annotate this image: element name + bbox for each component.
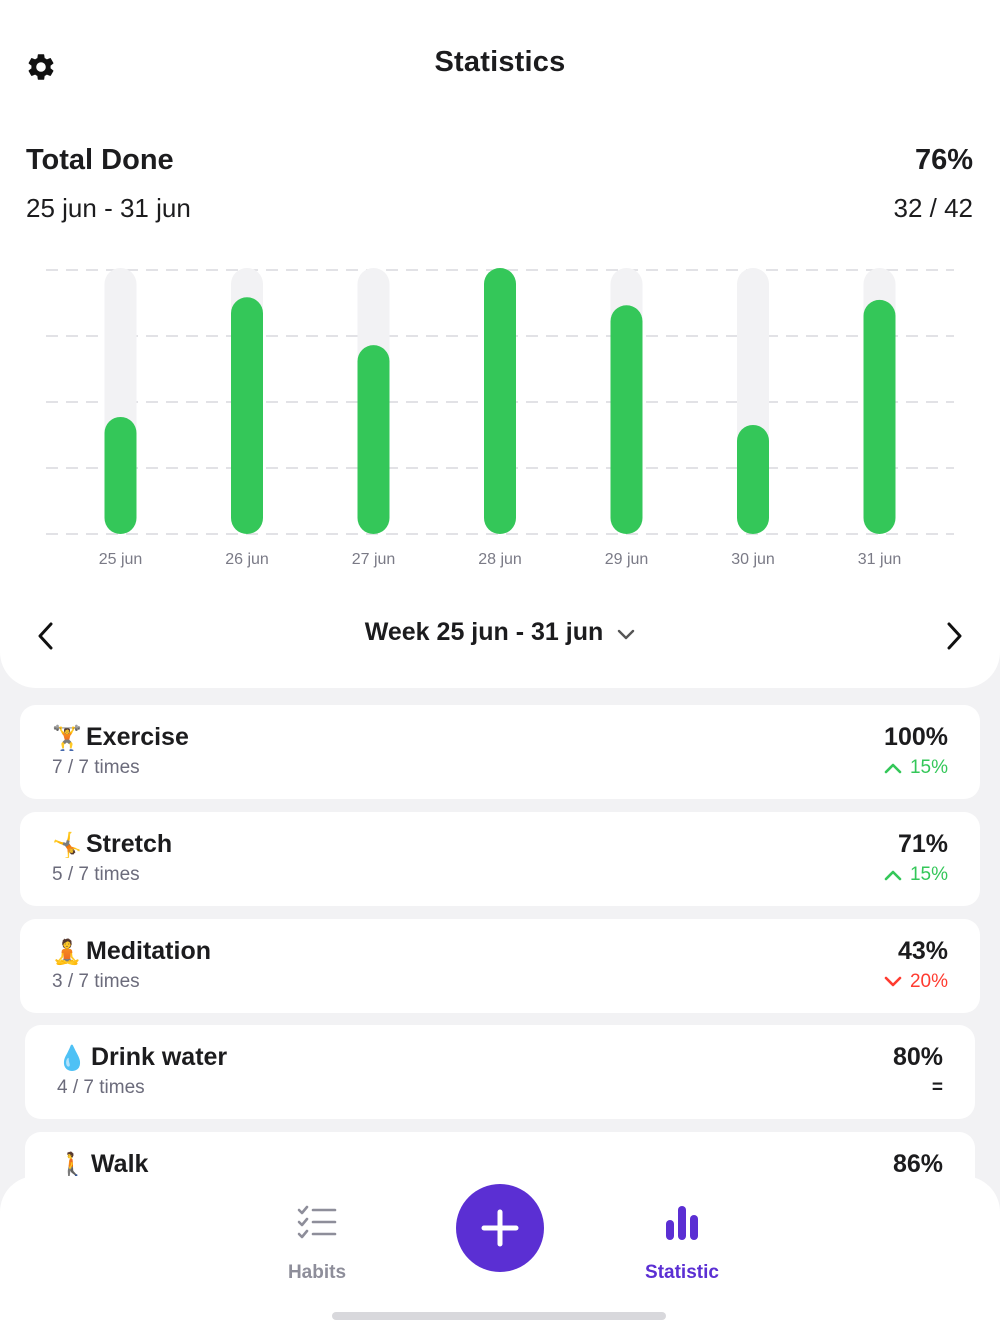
habit-trend: 15% xyxy=(884,864,948,886)
habit-name: Walk xyxy=(91,1150,149,1178)
summary-left: Total Done 25 jun - 31 jun xyxy=(26,144,191,224)
statistics-panel: Statistics Total Done 25 jun - 31 jun 76… xyxy=(0,0,1000,688)
arrow-up-icon xyxy=(884,870,902,881)
chevron-left-icon xyxy=(38,622,53,650)
x-tick-label: 28 jun xyxy=(478,551,522,568)
habit-change: 15% xyxy=(909,864,948,885)
habit-name-row: 🤸 Stretch xyxy=(52,830,172,859)
add-habit-button[interactable] xyxy=(456,1184,544,1272)
header: Statistics xyxy=(0,0,1000,130)
habit-times: 5 / 7 times xyxy=(52,864,140,885)
bar-4 xyxy=(610,305,643,534)
chevron-right-icon xyxy=(947,622,962,650)
habit-emoji-icon: 🧘 xyxy=(52,937,82,966)
bar-0 xyxy=(104,416,137,534)
x-tick-label: 30 jun xyxy=(731,551,775,568)
habit-name-row: 🏋 Exercise xyxy=(52,723,189,752)
page-title: Statistics xyxy=(434,46,566,78)
habit-trend: = xyxy=(932,1077,943,1099)
next-week-button[interactable] xyxy=(934,616,974,656)
tab-statistic[interactable]: Statistic xyxy=(602,1202,762,1284)
habit-card-1[interactable]: 🤸 Stretch 5 / 7 times 71% 15% xyxy=(20,812,980,906)
week-dropdown[interactable]: Week 25 jun - 31 jun xyxy=(0,618,1000,648)
x-tick-label: 25 jun xyxy=(99,551,143,568)
habit-name-row: 🧘 Meditation xyxy=(52,937,211,966)
habit-emoji-icon: 🏋 xyxy=(52,723,82,752)
habit-change: 15% xyxy=(909,757,948,778)
habit-times: 4 / 7 times xyxy=(57,1077,145,1098)
checklist-icon xyxy=(237,1202,397,1242)
bar-chart-icon xyxy=(602,1202,762,1242)
habit-percent: 80% xyxy=(892,1043,943,1071)
weekly-bar-chart: 25 jun 26 jun 27 jun 28 jun 29 jun 30 jun 31 j… xyxy=(0,250,1000,590)
habit-name: Drink water xyxy=(91,1043,228,1071)
habit-card-2[interactable]: 🧘 Meditation 3 / 7 times 43% 20% xyxy=(20,919,980,1013)
habit-change: = xyxy=(931,1077,943,1098)
total-done-range: 25 jun - 31 jun xyxy=(26,193,191,223)
tab-habits-label: Habits xyxy=(287,1262,347,1283)
week-label: Week 25 jun - 31 jun xyxy=(364,618,604,646)
habit-percent: 43% xyxy=(897,937,948,965)
x-tick-label: 27 jun xyxy=(352,551,396,568)
total-done-label: Total Done xyxy=(26,144,174,176)
tab-statistic-label: Statistic xyxy=(645,1262,719,1283)
habit-percent: 71% xyxy=(897,830,948,858)
bar-1 xyxy=(231,297,263,534)
habit-emoji-icon: 🤸 xyxy=(52,830,82,859)
habit-name: Stretch xyxy=(86,830,173,858)
chevron-down-icon xyxy=(617,619,635,648)
habit-name: Meditation xyxy=(86,937,211,965)
habit-name: Exercise xyxy=(86,723,189,751)
bar-6 xyxy=(863,299,896,534)
habit-percent: 100% xyxy=(884,723,948,751)
bar-5 xyxy=(737,424,769,534)
bar-2 xyxy=(357,345,390,534)
tab-bar: Habits Statistic xyxy=(0,1176,1000,1334)
arrow-down-icon xyxy=(884,976,902,987)
x-tick-label: 29 jun xyxy=(605,551,649,568)
arrow-up-icon xyxy=(884,763,902,774)
habit-card-0[interactable]: 🏋 Exercise 7 / 7 times 100% 15% xyxy=(20,705,980,799)
habit-card-3[interactable]: 💧 Drink water 4 / 7 times 80% = xyxy=(25,1025,975,1119)
total-done-percent: 76% xyxy=(914,144,973,176)
x-tick-label: 26 jun xyxy=(225,551,269,568)
summary-right: 76% 32 / 42 xyxy=(893,144,973,224)
gear-icon[interactable] xyxy=(24,50,58,84)
tab-habits[interactable]: Habits xyxy=(237,1202,397,1284)
previous-week-button[interactable] xyxy=(26,616,66,656)
week-navigator: Week 25 jun - 31 jun xyxy=(0,600,1000,670)
bar-3 xyxy=(484,268,516,534)
habit-times: 3 / 7 times xyxy=(52,971,140,992)
home-indicator xyxy=(332,1312,666,1320)
plus-icon xyxy=(481,1209,519,1247)
habit-trend: 15% xyxy=(884,757,948,779)
total-done-count: 32 / 42 xyxy=(893,193,973,223)
habit-change: 20% xyxy=(909,971,948,992)
habit-name-row: 💧 Drink water xyxy=(57,1043,227,1072)
habit-emoji-icon: 🚶 xyxy=(57,1150,87,1179)
habit-percent: 86% xyxy=(892,1150,943,1178)
habit-emoji-icon: 💧 xyxy=(57,1043,87,1072)
habit-name-row: 🚶 Walk xyxy=(57,1150,148,1179)
x-tick-label: 31 jun xyxy=(858,551,902,568)
bar-chart-svg: 25 jun 26 jun 27 jun 28 jun 29 jun 30 jun 31 j… xyxy=(46,268,954,568)
habit-trend: 20% xyxy=(884,971,948,993)
habit-times: 7 / 7 times xyxy=(52,757,140,778)
